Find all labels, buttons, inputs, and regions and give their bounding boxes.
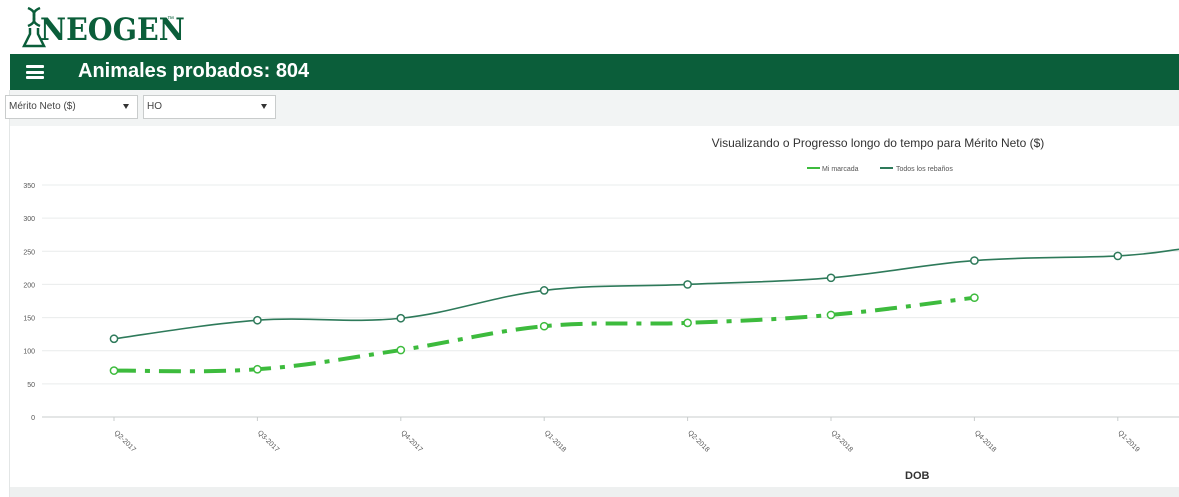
y-tick-label: 200 xyxy=(23,282,35,289)
data-point-todos[interactable] xyxy=(826,273,836,283)
chart-area: Visualizando o Progresso longo do tempo … xyxy=(10,126,1179,487)
data-point-mi-marcada[interactable] xyxy=(396,345,406,355)
x-tick-label: Q3-2017 xyxy=(256,429,280,453)
logo-bar: NEOGEN ™ xyxy=(0,0,1179,54)
x-tick-label: Q4-2017 xyxy=(399,429,423,453)
x-tick-label: Q2-2017 xyxy=(113,429,137,453)
y-tick-label: 300 xyxy=(23,216,35,223)
chart-series xyxy=(109,248,1179,375)
data-point-todos[interactable] xyxy=(683,280,692,289)
y-tick-label: 100 xyxy=(23,349,35,356)
series-line-todos xyxy=(113,248,1179,340)
y-tick-label: 50 xyxy=(27,382,35,389)
data-point-todos[interactable] xyxy=(970,256,979,265)
data-point-todos[interactable] xyxy=(539,286,549,295)
y-tick-label: 350 xyxy=(23,183,35,190)
brand-trademark: ™ xyxy=(167,16,174,23)
data-point-todos[interactable] xyxy=(396,313,406,323)
dna-flask-logo-icon xyxy=(22,6,47,48)
trait-select[interactable]: Mérito Neto ($) xyxy=(5,95,138,119)
left-border xyxy=(9,90,10,497)
bottom-bar xyxy=(10,487,1179,497)
data-point-mi-marcada[interactable] xyxy=(109,366,119,375)
breed-select[interactable]: HO xyxy=(143,95,276,119)
chevron-down-icon xyxy=(261,104,267,109)
data-point-todos[interactable] xyxy=(109,334,119,344)
x-tick-label: Q1-2018 xyxy=(543,429,567,453)
y-tick-label: 250 xyxy=(23,249,35,256)
legend-label-mi-marcada[interactable]: Mi marcada xyxy=(822,166,859,173)
x-axis-label: DOB xyxy=(905,470,930,482)
data-point-mi-marcada[interactable] xyxy=(683,318,692,328)
chart-grid xyxy=(42,184,1179,418)
page-title: Animales probados: 804 xyxy=(78,60,310,82)
x-axis-ticks: Q2-2017 Q3-2017 Q4-2017 Q1-2018 Q2-2018 Q3-20… xyxy=(113,417,1141,454)
hamburger-menu-icon[interactable] xyxy=(26,65,44,79)
y-tick-label: 0 xyxy=(31,415,35,422)
x-tick-label: Q2-2018 xyxy=(686,429,710,453)
progress-chart: Visualizando o Progresso longo do tempo … xyxy=(23,136,1179,482)
brand-logo-text: NEOGEN xyxy=(40,12,185,48)
data-point-todos[interactable] xyxy=(253,315,262,325)
trait-select-value: Mérito Neto ($) xyxy=(9,101,76,112)
x-tick-label: Q3-2018 xyxy=(830,429,854,453)
x-tick-label: Q4-2018 xyxy=(973,429,997,453)
y-axis-ticks: 0 50 100 150 200 250 300 350 xyxy=(23,183,35,422)
data-point-mi-marcada[interactable] xyxy=(970,293,979,303)
x-tick-label: Q1-2019 xyxy=(1116,429,1140,453)
data-point-mi-marcada[interactable] xyxy=(539,321,549,331)
data-point-mi-marcada[interactable] xyxy=(826,310,836,320)
data-point-mi-marcada[interactable] xyxy=(253,364,262,374)
header-bar: Animales probados: 804 xyxy=(10,54,1179,90)
chart-title: Visualizando o Progresso longo do tempo … xyxy=(712,136,1045,150)
legend-label-todos[interactable]: Todos los rebaños xyxy=(896,166,953,173)
breed-select-value: HO xyxy=(147,101,162,112)
series-line-mi-marcada xyxy=(113,295,975,374)
y-tick-label: 150 xyxy=(23,316,35,323)
chevron-down-icon xyxy=(123,104,129,109)
chart-legend: Mi marcada Todos los rebaños xyxy=(807,166,953,173)
data-point-todos[interactable] xyxy=(1113,251,1123,261)
